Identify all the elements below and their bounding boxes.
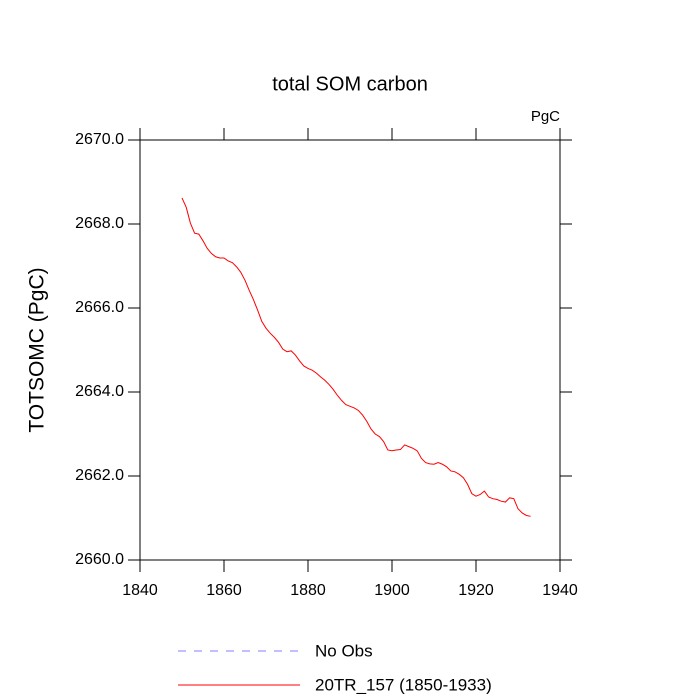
data-line — [181, 197, 531, 517]
units-label: PgC — [531, 108, 560, 125]
y-tick-label: 2662.0 — [75, 467, 124, 484]
y-tick-label: 2670.0 — [75, 131, 124, 148]
chart-title: total SOM carbon — [272, 73, 428, 95]
x-tick-label: 1920 — [458, 582, 494, 599]
x-tick-label: 1840 — [122, 582, 158, 599]
x-tick-label: 1860 — [206, 582, 242, 599]
x-tick-label: 1880 — [290, 582, 326, 599]
legend-label: 20TR_157 (1850-1933) — [315, 675, 492, 694]
y-tick-label: 2664.0 — [75, 383, 124, 400]
y-tick-label: 2668.0 — [75, 215, 124, 232]
x-tick-label: 1940 — [542, 582, 578, 599]
x-tick-label: 1900 — [374, 582, 410, 599]
y-tick-label: 2660.0 — [75, 551, 124, 568]
y-axis-label: TOTSOMC (PgC) — [26, 267, 49, 432]
legend-label: No Obs — [315, 641, 373, 660]
plot-frame — [139, 139, 561, 561]
y-tick-label: 2666.0 — [75, 299, 124, 316]
